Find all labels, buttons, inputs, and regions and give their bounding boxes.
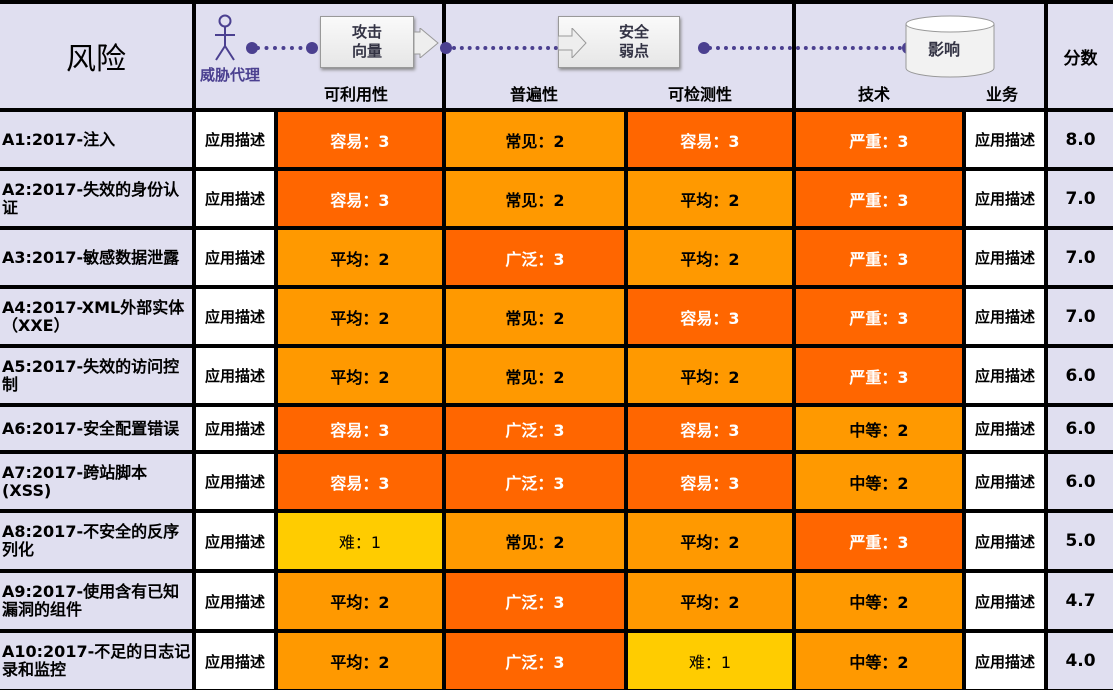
- score-cell: 8.0: [1048, 112, 1113, 167]
- header-risk: 风险: [0, 4, 192, 108]
- header-impact: 影响 技术 业务: [796, 4, 1044, 108]
- threat-agent-desc: 应用描述: [196, 454, 274, 509]
- threat-agent-desc: 应用描述: [196, 112, 274, 167]
- technical-impact-cell: 中等：2: [796, 573, 962, 629]
- score-cell: 6.0: [1048, 454, 1113, 509]
- score-cell: 7.0: [1048, 230, 1113, 285]
- technical-impact-cell: 严重：3: [796, 112, 962, 167]
- exploitability-cell: 容易：3: [278, 407, 442, 450]
- detectability-cell: 平均：2: [628, 171, 792, 226]
- attack-vector-box: 攻击 向量: [320, 16, 414, 68]
- threat-agent-desc: 应用描述: [196, 573, 274, 629]
- technical-impact-cell: 严重：3: [796, 171, 962, 226]
- header-detectability: 可检测性: [668, 85, 733, 104]
- business-impact-desc: 应用描述: [966, 573, 1044, 629]
- prevalence-cell: 广泛：3: [446, 633, 624, 689]
- detectability-cell: 容易：3: [628, 289, 792, 344]
- threat-agent-desc: 应用描述: [196, 171, 274, 226]
- exploitability-cell: 平均：2: [278, 230, 442, 285]
- prevalence-cell: 常见：2: [446, 112, 624, 167]
- prevalence-cell: 广泛：3: [446, 573, 624, 629]
- score-cell: 6.0: [1048, 407, 1113, 450]
- score-cell: 4.0: [1048, 633, 1113, 689]
- exploitability-cell: 平均：2: [278, 633, 442, 689]
- header-business: 业务: [986, 85, 1019, 104]
- prevalence-cell: 广泛：3: [446, 230, 624, 285]
- technical-impact-cell: 中等：2: [796, 454, 962, 509]
- threat-agent-desc: 应用描述: [196, 289, 274, 344]
- detectability-cell: 容易：3: [628, 407, 792, 450]
- risk-name: A2:2017-失效的身份认证: [0, 171, 192, 226]
- business-impact-desc: 应用描述: [966, 348, 1044, 403]
- risk-name: A1:2017-注入: [0, 112, 192, 167]
- threat-agent-label: 威胁代理: [200, 66, 261, 84]
- threat-agent-desc: 应用描述: [196, 407, 274, 450]
- risk-table: 风险 威胁代理 攻击 向量 可利用性 安全 弱点 普遍性 可检测性 影响 技术 …: [0, 4, 1113, 689]
- header-technical: 技术: [858, 85, 891, 104]
- threat-agent-desc: 应用描述: [196, 348, 274, 403]
- detectability-cell: 平均：2: [628, 573, 792, 629]
- business-impact-desc: 应用描述: [966, 112, 1044, 167]
- score-cell: 6.0: [1048, 348, 1113, 403]
- risk-name: A4:2017-XML外部实体（XXE）: [0, 289, 192, 344]
- score-cell: 7.0: [1048, 289, 1113, 344]
- business-impact-desc: 应用描述: [966, 633, 1044, 689]
- detectability-cell: 容易：3: [628, 454, 792, 509]
- risk-name: A6:2017-安全配置错误: [0, 407, 192, 450]
- arrow-icon: [414, 28, 439, 58]
- technical-impact-cell: 中等：2: [796, 407, 962, 450]
- technical-impact-cell: 严重：3: [796, 348, 962, 403]
- business-impact-desc: 应用描述: [966, 230, 1044, 285]
- prevalence-cell: 广泛：3: [446, 454, 624, 509]
- header-prevalence: 普遍性: [510, 85, 559, 104]
- threat-agent-desc: 应用描述: [196, 230, 274, 285]
- impact-cylinder-icon: [905, 15, 995, 78]
- exploitability-cell: 容易：3: [278, 454, 442, 509]
- prevalence-cell: 常见：2: [446, 289, 624, 344]
- technical-impact-cell: 严重：3: [796, 230, 962, 285]
- business-impact-desc: 应用描述: [966, 289, 1044, 344]
- risk-name: A5:2017-失效的访问控制: [0, 348, 192, 403]
- exploitability-cell: 平均：2: [278, 348, 442, 403]
- score-cell: 4.7: [1048, 573, 1113, 629]
- exploitability-cell: 平均：2: [278, 289, 442, 344]
- technical-impact-cell: 严重：3: [796, 289, 962, 344]
- prevalence-cell: 常见：2: [446, 171, 624, 226]
- exploitability-cell: 容易：3: [278, 171, 442, 226]
- risk-name: A3:2017-敏感数据泄露: [0, 230, 192, 285]
- technical-impact-cell: 严重：3: [796, 513, 962, 569]
- risk-name: A8:2017-不安全的反序列化: [0, 513, 192, 569]
- threat-agent-icon: [215, 14, 235, 61]
- score-cell: 5.0: [1048, 513, 1113, 569]
- exploitability-cell: 平均：2: [278, 573, 442, 629]
- business-impact-desc: 应用描述: [966, 513, 1044, 569]
- impact-label: 影响: [928, 40, 961, 59]
- technical-impact-cell: 中等：2: [796, 633, 962, 689]
- prevalence-cell: 常见：2: [446, 348, 624, 403]
- prevalence-cell: 广泛：3: [446, 407, 624, 450]
- threat-agent-desc: 应用描述: [196, 513, 274, 569]
- business-impact-desc: 应用描述: [966, 454, 1044, 509]
- header-score: 分数: [1048, 4, 1113, 108]
- exploitability-cell: 容易：3: [278, 112, 442, 167]
- exploitability-cell: 难：1: [278, 513, 442, 569]
- detectability-cell: 容易：3: [628, 112, 792, 167]
- arrow-icon: [558, 28, 587, 58]
- risk-name: A10:2017-不足的日志记录和监控: [0, 633, 192, 689]
- header-exploitability: 可利用性: [324, 85, 389, 104]
- risk-name: A7:2017-跨站脚本(XSS): [0, 454, 192, 509]
- detectability-cell: 平均：2: [628, 230, 792, 285]
- detectability-cell: 平均：2: [628, 513, 792, 569]
- detectability-cell: 难：1: [628, 633, 792, 689]
- header-attack: 威胁代理 攻击 向量 可利用性: [196, 4, 442, 108]
- prevalence-cell: 常见：2: [446, 513, 624, 569]
- business-impact-desc: 应用描述: [966, 407, 1044, 450]
- detectability-cell: 平均：2: [628, 348, 792, 403]
- threat-agent-desc: 应用描述: [196, 633, 274, 689]
- header-weakness: 安全 弱点 普遍性 可检测性: [440, 4, 792, 108]
- risk-name: A9:2017-使用含有已知漏洞的组件: [0, 573, 192, 629]
- business-impact-desc: 应用描述: [966, 171, 1044, 226]
- score-cell: 7.0: [1048, 171, 1113, 226]
